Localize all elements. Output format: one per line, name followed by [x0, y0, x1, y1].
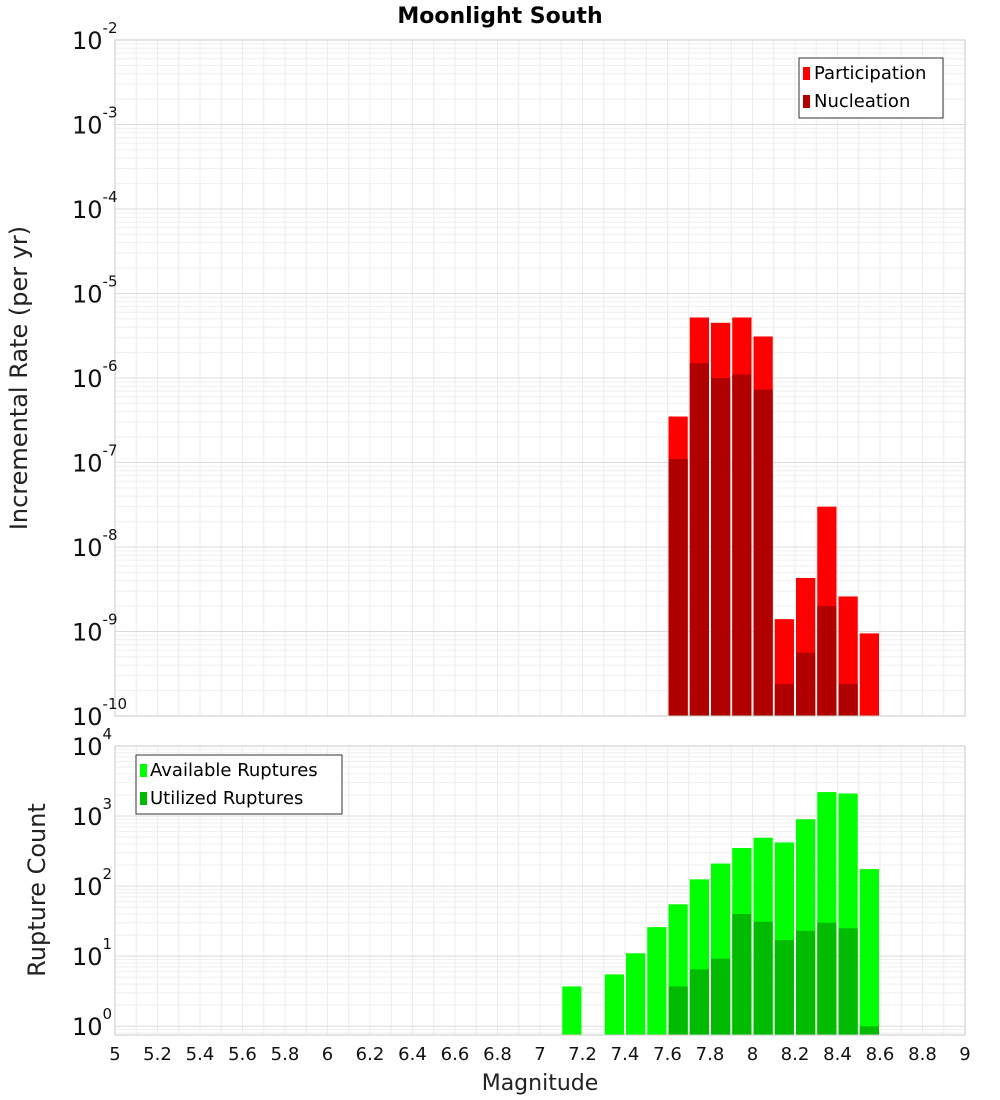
x-tick-label: 8.4 — [823, 1044, 852, 1065]
x-tick-label: 7.2 — [568, 1044, 597, 1065]
x-tick-label: 5.2 — [143, 1044, 172, 1065]
x-tick-label: 7 — [534, 1044, 545, 1065]
rate-bar-nucleation — [711, 378, 731, 716]
x-tick-label: 5.6 — [228, 1044, 257, 1065]
x-tick-label: 8.6 — [866, 1044, 895, 1065]
count-bar-utilized-ruptures — [689, 969, 709, 1035]
y-tick-label: 10-7 — [72, 442, 118, 478]
rate-bar-nucleation — [796, 652, 816, 716]
rate-y-axis-label: Incremental Rate (per yr) — [5, 226, 33, 530]
legend-participation-label: Participation — [814, 63, 926, 84]
count-bar-utilized-ruptures — [668, 986, 688, 1035]
x-tick-label: 5.8 — [271, 1044, 300, 1065]
count-y-axis-label: Rupture Count — [23, 803, 51, 977]
chart-title: Moonlight South — [397, 4, 602, 29]
y-tick-label: 102 — [72, 865, 112, 901]
legend-utilized-label: Utilized Ruptures — [150, 788, 303, 809]
rate-bar-nucleation — [817, 606, 837, 716]
count-bar-utilized-ruptures — [838, 928, 858, 1035]
rate-bars — [668, 317, 879, 716]
count-legend: Available Ruptures Utilized Ruptures — [135, 754, 343, 815]
count-bar-utilized-ruptures — [753, 921, 773, 1035]
rate-bar-nucleation — [838, 683, 858, 716]
legend-nucleation-label: Nucleation — [814, 91, 910, 112]
y-tick-label: 10-9 — [72, 611, 118, 647]
x-tick-label: 7.8 — [696, 1044, 725, 1065]
participation-swatch — [803, 67, 810, 80]
x-tick-label: 6.2 — [356, 1044, 385, 1065]
y-tick-label: 10-2 — [72, 19, 118, 55]
y-tick-label: 10-6 — [72, 357, 118, 393]
x-tick-label: 5.4 — [186, 1044, 215, 1065]
y-tick-label: 101 — [72, 935, 112, 971]
y-tick-label: 10-5 — [72, 273, 118, 309]
x-tick-label: 6.8 — [483, 1044, 512, 1065]
count-bar-utilized-ruptures — [817, 922, 837, 1035]
x-tick-label: 6.6 — [441, 1044, 470, 1065]
y-tick-label: 103 — [72, 795, 112, 831]
count-bar-available-ruptures — [626, 953, 646, 1035]
count-bar-utilized-ruptures — [859, 1026, 879, 1035]
x-tick-label: 5 — [109, 1044, 120, 1065]
count-bar-utilized-ruptures — [711, 958, 731, 1035]
rate-bar-nucleation — [774, 683, 794, 716]
y-tick-label: 10-4 — [72, 188, 118, 224]
rate-bar-nucleation — [689, 363, 709, 716]
x-tick-label: 8.2 — [781, 1044, 810, 1065]
x-tick-label: 6 — [322, 1044, 333, 1065]
legend-available-label: Available Ruptures — [150, 760, 318, 781]
y-tick-label: 100 — [72, 1005, 112, 1041]
count-bar-utilized-ruptures — [774, 940, 794, 1035]
count-legend-box — [135, 754, 343, 815]
x-tick-label: 6.4 — [398, 1044, 427, 1065]
x-tick-label: 7.6 — [653, 1044, 682, 1065]
rate-plot-frame — [114, 39, 966, 717]
count-bar-available-ruptures — [604, 974, 624, 1035]
count-bar-available-ruptures — [647, 927, 667, 1035]
y-tick-label: 10-3 — [72, 104, 118, 140]
x-tick-label: 7.4 — [611, 1044, 640, 1065]
count-bars — [562, 792, 879, 1035]
magnitude-x-ticks: 5 5.2 5.4 5.6 5.8 6 6.2 6.4 6.6 6.8 7 7.2 7.4 7.6 7.8 8… — [109, 1044, 970, 1065]
rate-bar-nucleation — [668, 459, 688, 716]
utilized-swatch — [140, 792, 147, 805]
x-axis-label: Magnitude — [482, 1071, 599, 1096]
nucleation-swatch — [803, 95, 810, 108]
rate-gridlines — [114, 39, 966, 717]
available-swatch — [140, 764, 147, 777]
x-tick-label: 9 — [959, 1044, 970, 1065]
x-tick-label: 8.8 — [908, 1044, 937, 1065]
rate-bar-participation — [859, 633, 879, 716]
rate-legend: Participation Nucleation — [798, 57, 944, 119]
x-tick-label: 8 — [747, 1044, 758, 1065]
rate-bar-nucleation — [732, 374, 752, 716]
count-bar-available-ruptures — [859, 869, 879, 1035]
y-tick-label: 10-8 — [72, 526, 118, 562]
count-bar-available-ruptures — [562, 986, 582, 1035]
count-bar-utilized-ruptures — [732, 914, 752, 1035]
count-bar-utilized-ruptures — [796, 930, 816, 1035]
rate-legend-box — [798, 57, 944, 119]
rate-bar-nucleation — [753, 389, 773, 716]
count-plot-frame — [114, 745, 966, 1036]
